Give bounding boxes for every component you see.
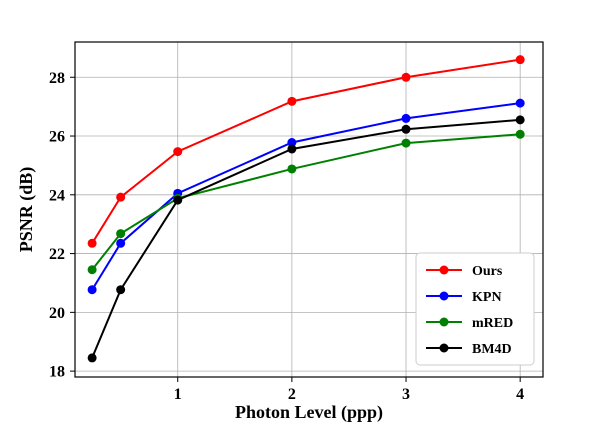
legend: Ours KPN mRED BM4D [415,252,535,366]
data-point-kpn [287,138,297,147]
data-point-ours [287,96,297,106]
data-point-bm4d [116,285,126,295]
y-tick-label: 22 [49,246,65,263]
x-tick-label: 3 [402,386,410,403]
series-line-bm4d [91,118,521,359]
series-ours [87,55,525,248]
data-point-bm4d [173,195,183,205]
data-point-ours [116,192,126,202]
data-point-mred [515,129,525,139]
y-tick-label: 28 [49,70,65,87]
data-point-bm4d [515,115,525,125]
series-lines [87,55,525,363]
y-axis-label: PSNR (dB) [16,167,37,253]
legend-marker-kpn [439,291,449,301]
y-tick-label: 20 [49,305,65,322]
data-point-mred [401,138,411,148]
data-point-kpn [87,285,97,295]
data-point-bm4d [401,124,411,134]
y-tick-label: 18 [49,364,65,381]
series-bm4d [87,115,525,363]
legend-marker-bm4d [439,343,449,353]
data-point-kpn [515,98,525,108]
data-point-mred [287,164,297,174]
data-point-kpn [116,238,126,248]
legend-label-bm4d: BM4D [472,342,512,357]
data-point-mred [87,265,97,275]
legend-marker-ours [439,265,449,275]
legend-label-kpn: KPN [472,290,502,305]
series-line-kpn [91,102,521,291]
y-tick-label: 24 [49,187,65,204]
data-point-ours [515,55,525,65]
plot-area-frame [74,41,544,378]
data-point-bm4d [87,353,97,363]
x-tick-label: 1 [174,386,182,403]
legend-label-ours: Ours [472,264,503,279]
legend-box [415,252,535,366]
data-point-ours [401,72,411,82]
data-point-kpn [401,113,411,123]
series-line-ours [91,58,521,244]
legend-label-mred: mRED [472,316,513,331]
data-point-mred [116,229,126,239]
x-tick-label: 4 [516,386,524,403]
x-tick-label: 2 [288,386,296,403]
data-point-bm4d [287,144,297,154]
y-tick-label: 26 [49,129,65,146]
axis-ticks: 1 2 3 4 18 20 22 24 26 28 [49,70,524,403]
data-point-ours [173,147,183,157]
data-point-ours [87,238,97,248]
x-axis-label: Photon Level (ppp) [235,402,383,423]
legend-marker-mred [439,317,449,327]
series-line-mred [91,133,521,271]
